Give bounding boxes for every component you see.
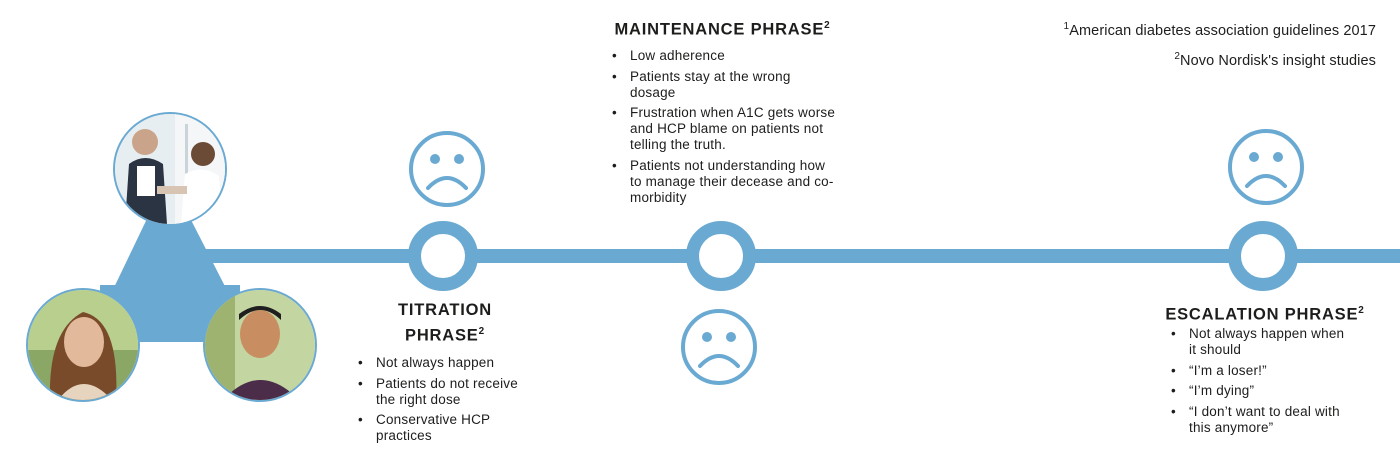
photo-doctor-and-patient [113,112,227,226]
timeline-milestone-titration [408,221,478,291]
list-item: Low adherence [609,48,839,64]
maintenance-phase-points: Low adherence Patients stay at the wrong… [609,48,839,210]
escalation-phase-points: Not always happen when it should “I’m a … [1168,326,1348,440]
photo-smiling-man [203,288,317,402]
list-item: Conservative HCP practices [355,412,535,444]
footnote-2: 2Novo Nordisk's insight studies [1174,51,1376,69]
maintenance-phase-title: MAINTENANCE PHRASE2 [614,20,831,39]
footnotes: 1American diabetes association guideline… [1064,14,1376,74]
sad-face-icon [1228,129,1304,205]
timeline-milestone-escalation [1228,221,1298,291]
photo-smiling-woman [26,288,140,402]
titration-phase-points: Not always happen Patients do not receiv… [355,355,535,449]
footnote-1: 1American diabetes association guideline… [1063,21,1376,39]
list-item: “I’m dying” [1168,383,1348,399]
list-item: “I’m a loser!” [1168,363,1348,379]
list-item: Frustration when A1C gets worse and HCP … [609,105,839,153]
list-item: Not always happen [355,355,535,371]
list-item: Patients stay at the wrong dosage [609,69,839,101]
titration-phase-title: TITRATION PHRASE2 [398,301,492,345]
sad-face-icon [681,309,757,385]
list-item: “I don’t want to deal with this anymore” [1168,404,1348,436]
list-item: Not always happen when it should [1168,326,1348,358]
list-item: Patients do not receive the right dose [355,376,535,408]
escalation-phase-title: ESCALATION PHRASE2 [1165,305,1365,324]
sad-face-icon [409,131,485,207]
timeline-bar [200,249,1400,263]
list-item: Patients not understanding how to manage… [609,158,839,206]
timeline-milestone-maintenance [686,221,756,291]
